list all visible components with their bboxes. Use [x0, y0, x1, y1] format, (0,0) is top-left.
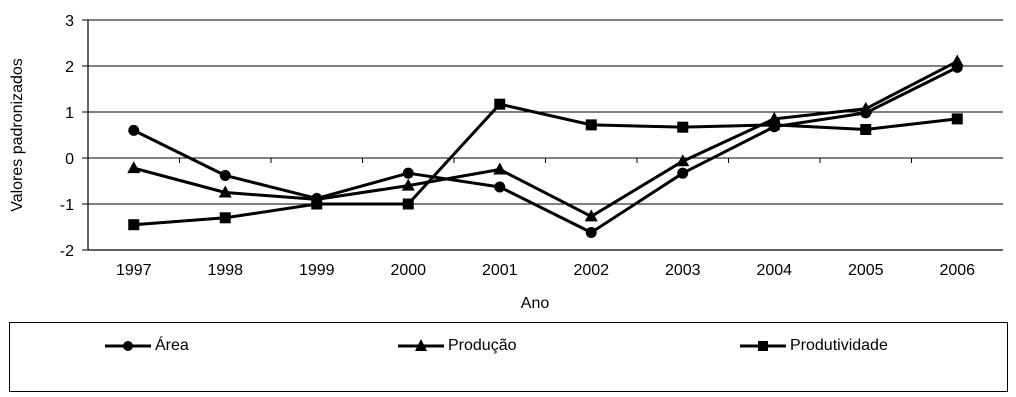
- legend-label-area: Área: [155, 337, 189, 354]
- data-point: [768, 119, 780, 131]
- data-point: [494, 181, 506, 193]
- data-point: [401, 178, 415, 191]
- x-tick-label: 2001: [482, 262, 518, 279]
- series-0: [128, 61, 963, 239]
- series-line: [133, 60, 958, 218]
- y-axis-title: Valores padronizados: [9, 58, 26, 212]
- legend-label-produtividade: Produtividade: [790, 337, 888, 354]
- data-point: [218, 185, 232, 198]
- data-point: [311, 198, 323, 210]
- legend-item-producao: Produção: [396, 335, 517, 357]
- y-tick-label: 1: [65, 105, 74, 122]
- legend-item-produtividade: Produtividade: [738, 335, 888, 357]
- y-tick-label: -2: [60, 243, 74, 260]
- data-point: [494, 98, 506, 110]
- data-point: [676, 154, 690, 167]
- x-tick-label: 2006: [939, 262, 975, 279]
- data-point: [677, 121, 689, 133]
- axes: [87, 20, 1003, 251]
- data-point: [219, 169, 231, 181]
- legend-label-producao: Produção: [448, 337, 517, 354]
- x-tick-label: 2002: [573, 262, 609, 279]
- data-point: [493, 162, 507, 175]
- series-line: [133, 102, 958, 227]
- x-tick-label: 2003: [665, 262, 701, 279]
- series-group: [127, 54, 964, 239]
- x-axis-ticks: 1997 1998 1999 2000 2001 2002 2003 2004 2005 2006: [116, 262, 975, 279]
- x-tick-label: 2005: [848, 262, 884, 279]
- y-axis-ticks: 3 2 1 0 -1 -2: [60, 13, 88, 260]
- legend: Área Produção Produtividade: [9, 322, 1008, 392]
- data-point: [584, 209, 598, 222]
- y-tick-label: 2: [65, 59, 74, 76]
- y-tick-label: -1: [60, 197, 74, 214]
- x-tick-label: 2004: [756, 262, 792, 279]
- line-chart: 3 2 1 0 -1 -2 1997 1998 1999 2000 2001 2002 2003 200…: [9, 13, 1003, 312]
- data-point: [127, 161, 141, 174]
- data-point: [677, 167, 689, 179]
- data-point: [402, 198, 414, 210]
- series-2: [128, 98, 963, 231]
- square-marker-icon: [740, 341, 786, 351]
- data-point: [128, 124, 140, 136]
- x-tick-label: 1998: [207, 262, 243, 279]
- data-point: [585, 119, 597, 131]
- y-tick-label: 3: [65, 13, 74, 30]
- triangle-marker-icon: [398, 339, 444, 351]
- y-tick-label: 0: [65, 151, 74, 168]
- data-point: [950, 54, 964, 67]
- circle-marker-icon: [105, 341, 151, 351]
- series-1: [127, 54, 964, 222]
- data-point: [859, 101, 873, 114]
- legend-item-area: Área: [103, 335, 189, 357]
- data-point: [128, 219, 140, 231]
- data-point: [860, 123, 872, 135]
- data-point: [219, 212, 231, 224]
- series-line: [133, 66, 958, 235]
- x-tick-label: 1997: [116, 262, 152, 279]
- x-axis-title: Ano: [521, 295, 550, 312]
- data-point: [402, 167, 414, 179]
- data-point: [951, 113, 963, 125]
- data-point: [585, 227, 597, 239]
- x-tick-label: 1999: [299, 262, 335, 279]
- x-tick-label: 2000: [390, 262, 426, 279]
